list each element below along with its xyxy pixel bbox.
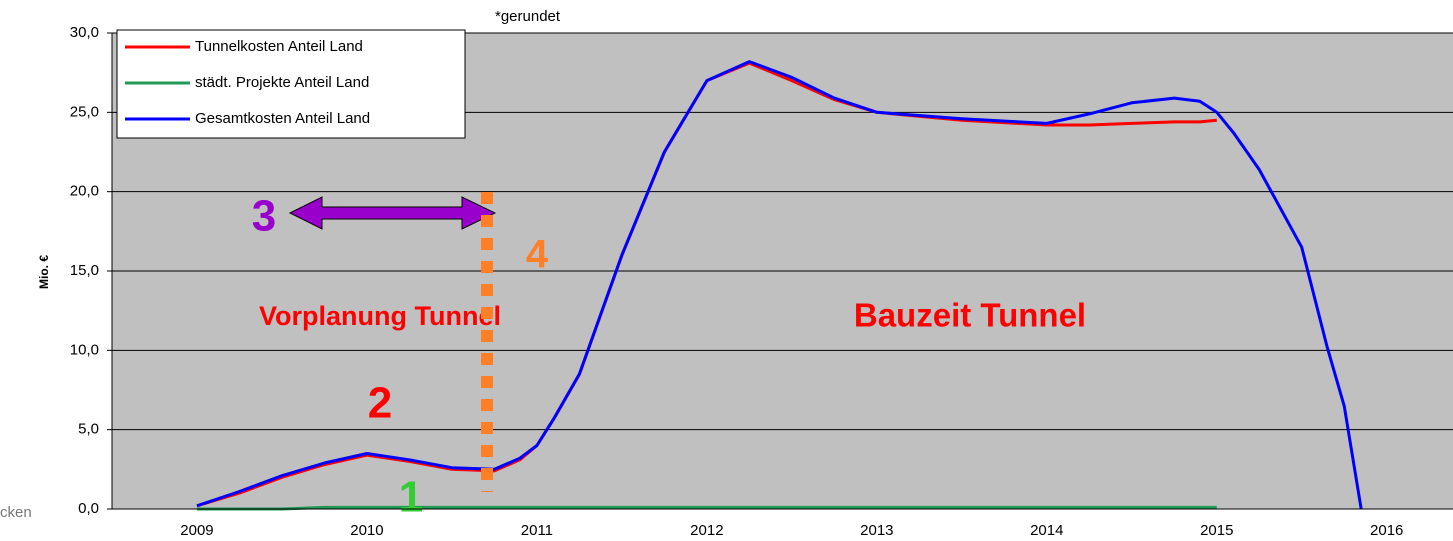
series-line: [197, 505, 1217, 511]
annotation: 4: [526, 233, 549, 277]
y-tick-label: 20,0: [70, 183, 99, 200]
annotation: 2: [368, 379, 392, 428]
fragment: cken: [0, 504, 32, 521]
marks: [107, 32, 1453, 511]
x-tick-label: 2015: [1200, 522, 1233, 539]
x-tick-label: 2010: [350, 522, 383, 539]
x-tick-label: 2013: [860, 522, 893, 539]
x-tick-label: 2011: [521, 522, 553, 539]
y-tick-label: 5,0: [78, 421, 99, 438]
annotation: 1: [399, 473, 423, 522]
y-tick-label: 0,0: [78, 500, 99, 517]
y-tick-label: 25,0: [70, 103, 99, 120]
legend-label: Gesamtkosten Anteil Land: [195, 110, 370, 127]
double-arrow: [288, 196, 497, 230]
x-tick-label: 2016: [1370, 522, 1403, 539]
annotation: 3: [252, 192, 276, 241]
annotation: Vorplanung Tunnel: [259, 301, 501, 331]
series-line: [196, 60, 1363, 510]
y-axis-label: Mio. €: [37, 255, 51, 289]
y-tick-label: 30,0: [70, 24, 99, 41]
x-tick-label: 2009: [180, 522, 213, 539]
annotation: Bauzeit Tunnel: [854, 297, 1086, 334]
y-tick-label: 10,0: [70, 341, 99, 358]
legend-label: Tunnelkosten Anteil Land: [195, 38, 363, 55]
x-tick-label: 2014: [1030, 522, 1063, 539]
note: *gerundet: [495, 8, 561, 25]
legend: Tunnelkosten Anteil Land städt. Projekte …: [116, 29, 466, 139]
x-tick-label: 2012: [690, 522, 723, 539]
legend-label: städt. Projekte Anteil Land: [195, 74, 369, 91]
y-tick-label: 15,0: [70, 262, 99, 279]
